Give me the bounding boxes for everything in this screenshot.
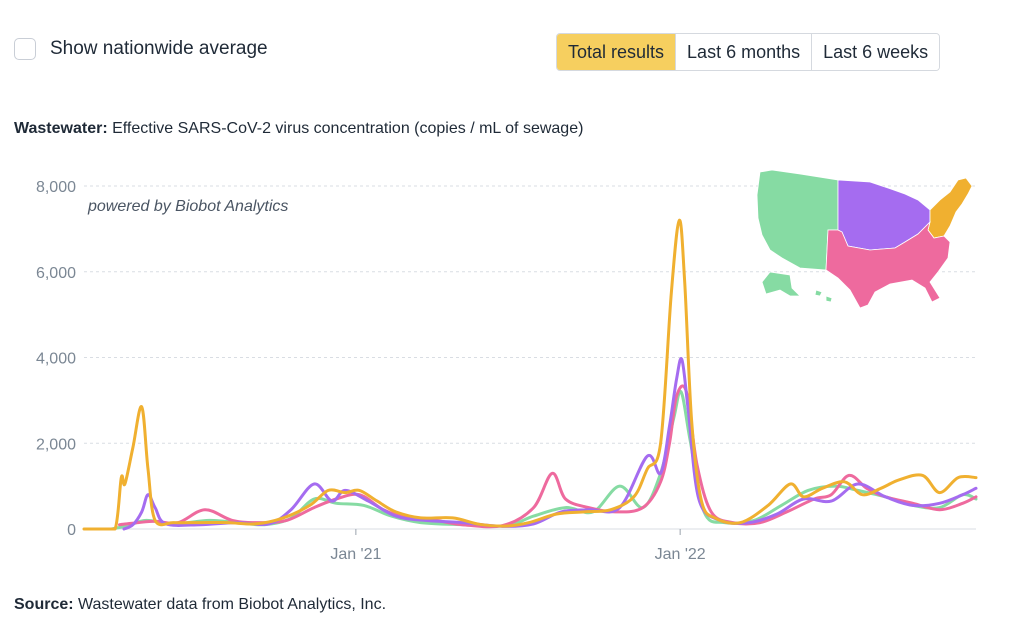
range-last-6-weeks-button[interactable]: Last 6 weeks	[811, 34, 940, 70]
nationwide-average-label[interactable]: Show nationwide average	[50, 38, 268, 59]
map-region-west[interactable]	[756, 169, 839, 271]
x-tick-label-1: Jan '22	[655, 546, 706, 563]
map-region-alaska[interactable]	[761, 271, 801, 297]
range-total-results-button[interactable]: Total results	[557, 34, 676, 70]
series-line-northeast[interactable]	[82, 218, 978, 531]
chart-source: Source: Wastewater data from Biobot Anal…	[14, 596, 386, 614]
chart-gridlines	[84, 185, 976, 530]
x-tick-label-0: Jan '21	[330, 546, 381, 563]
y-tick-label-1: 2,000	[36, 436, 76, 453]
y-tick-label-2: 4,000	[36, 351, 76, 368]
y-tick-label-3: 6,000	[36, 265, 76, 282]
y-axis-ticks: 0 2,000 4,000 6,000 8,000	[36, 179, 76, 539]
nationwide-average-toggle[interactable]: Show nationwide average	[14, 38, 268, 60]
map-region-south[interactable]	[825, 220, 951, 309]
y-tick-label-4: 8,000	[36, 179, 76, 196]
nationwide-average-checkbox[interactable]	[14, 38, 36, 60]
x-axis-ticks: Jan '21 Jan '22	[330, 529, 706, 563]
chart-title-bold: Wastewater:	[14, 120, 108, 137]
source-label: Source:	[14, 596, 74, 613]
chart-title-text: Effective SARS-CoV-2 virus concentration…	[107, 120, 584, 137]
series-line-midwest[interactable]	[122, 357, 978, 531]
series-line-south[interactable]	[118, 384, 978, 529]
powered-by-watermark: powered by Biobot Analytics	[87, 198, 288, 215]
series-line-west[interactable]	[110, 389, 978, 531]
time-range-selector: Total results Last 6 months Last 6 weeks	[556, 33, 941, 71]
wastewater-line-chart: 0 2,000 4,000 6,000 8,000 Jan '21 Jan '22 pow…	[36, 169, 978, 563]
region-map-legend	[756, 169, 973, 309]
range-last-6-months-button[interactable]: Last 6 months	[675, 34, 812, 70]
map-region-northeast[interactable]	[927, 177, 973, 239]
map-region-hawaii[interactable]	[814, 289, 833, 303]
y-tick-label-0: 0	[67, 522, 76, 539]
chart-title: Wastewater: Effective SARS-CoV-2 virus c…	[14, 120, 583, 138]
top-controls: Show nationwide average Total results La…	[0, 0, 1024, 100]
chart-series	[82, 218, 978, 531]
source-text: Wastewater data from Biobot Analytics, I…	[73, 596, 387, 613]
